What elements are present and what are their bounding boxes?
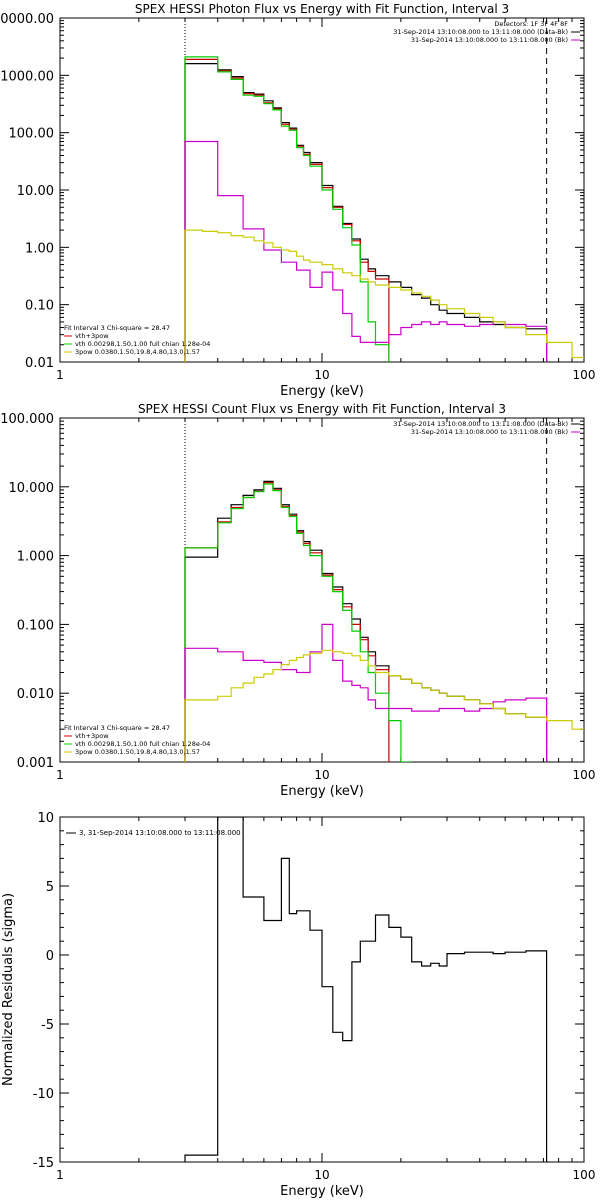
legend-top-entry: 31-Sep-2014 13:10:08.000 to 13:11:08.000…	[393, 420, 568, 428]
legend-top-entry: 31-Sep-2014 13:10:08.000 to 13:11:08.000…	[393, 28, 568, 36]
y-tick-label: 0.001	[17, 756, 54, 771]
series-line-4	[184, 623, 548, 762]
x-tick-label: 10	[314, 1168, 329, 1182]
chart-panel-2: SPEX HESSI Count Flux vs Energy with Fit…	[0, 402, 595, 799]
y-tick-label: 0.100	[17, 618, 54, 633]
series-line-1	[184, 817, 548, 1162]
plot-frame	[59, 816, 585, 1163]
chart-title: SPEX HESSI Count Flux vs Energy with Fit…	[138, 402, 506, 416]
x-tick-label: 100	[573, 1168, 596, 1182]
x-axis-label: Energy (keV)	[280, 1184, 364, 1199]
legend-bottom-entry: vth 0.00298,1.50,1.00 full chian 1.28e-0…	[75, 740, 210, 748]
legend-entry: 3, 31-Sep-2014 13:10:08.000 to 13:11:08.…	[79, 829, 241, 837]
legend-bottom-entry: vth+3pow	[75, 332, 109, 340]
y-tick-label: 0.010	[17, 687, 54, 702]
series-line-1	[184, 480, 548, 762]
legend-bottom-entry: Fit Interval 3 Chi-square = 28.47	[64, 724, 170, 732]
y-tick-label: 10	[37, 811, 54, 826]
series-line-3	[184, 483, 412, 762]
y-tick-label: -5	[41, 1018, 54, 1033]
x-tick-label: 10	[314, 368, 329, 382]
series-line-2	[184, 58, 390, 362]
y-tick-label: 1000.00	[0, 69, 54, 84]
x-tick-label: 1	[56, 368, 64, 382]
y-tick-label: -10	[33, 1087, 54, 1102]
chart-title: SPEX HESSI Photon Flux vs Energy with Fi…	[135, 2, 509, 16]
series-line-2	[184, 482, 390, 762]
legend-bottom-entry: Fit Interval 3 Chi-square = 28.47	[64, 324, 170, 332]
legend-bottom-entry: vth 0.00298,1.50,1.00 full chian 1.28e-0…	[75, 340, 210, 348]
y-tick-label: 5	[46, 880, 54, 895]
x-tick-label: 1	[56, 1168, 64, 1182]
y-tick-label: 10000.00	[0, 12, 54, 27]
y-tick-label: 0	[46, 949, 54, 964]
y-tick-label: 10.00	[17, 184, 54, 199]
legend-top-entry: 31-Sep-2014 13:10:08.000 to 13:11:08.000…	[411, 36, 568, 44]
series-line-3	[184, 56, 390, 362]
x-axis-label: Energy (keV)	[280, 384, 364, 399]
y-axis-label: Normalized Residuals (sigma)	[1, 893, 16, 1086]
series-line-5	[184, 649, 584, 762]
legend-bottom-entry: 3pow 0.0380,1.50,19.8,4.80,13.0,1.57	[75, 748, 200, 756]
y-tick-label: 0.10	[25, 299, 54, 314]
y-tick-label: -15	[33, 1156, 54, 1171]
y-tick-label: 1.000	[17, 550, 54, 565]
y-tick-label: 100.00	[9, 127, 55, 142]
legend-top-entry: Detectors: 1F 3F 4F 8F	[494, 20, 568, 28]
x-tick-label: 100	[573, 768, 596, 782]
legend-bottom-entry: vth+3pow	[75, 732, 109, 740]
y-tick-label: 100.000	[0, 412, 54, 427]
series-line-4	[184, 140, 548, 362]
x-tick-label: 10	[314, 768, 329, 782]
series-line-5	[184, 229, 584, 362]
chart-panel-1: SPEX HESSI Photon Flux vs Energy with Fi…	[0, 2, 595, 399]
chart-panel-3: 1 10 100 -15 -10 -5 0 5 10 Energy (keV) Normalized…	[1, 811, 595, 1199]
x-tick-label: 1	[56, 768, 64, 782]
x-axis-label: Energy (keV)	[280, 784, 364, 799]
legend-bottom-entry: 3pow 0.0380,1.50,19.8,4.80,13.0,1.57	[75, 348, 200, 356]
y-tick-label: 1.00	[25, 241, 54, 256]
x-tick-label: 100	[573, 368, 596, 382]
y-tick-label: 0.01	[25, 356, 54, 371]
legend-top-entry: 31-Sep-2014 13:10:08.000 to 13:11:08.000…	[411, 428, 568, 436]
y-tick-label: 10.000	[9, 481, 55, 496]
